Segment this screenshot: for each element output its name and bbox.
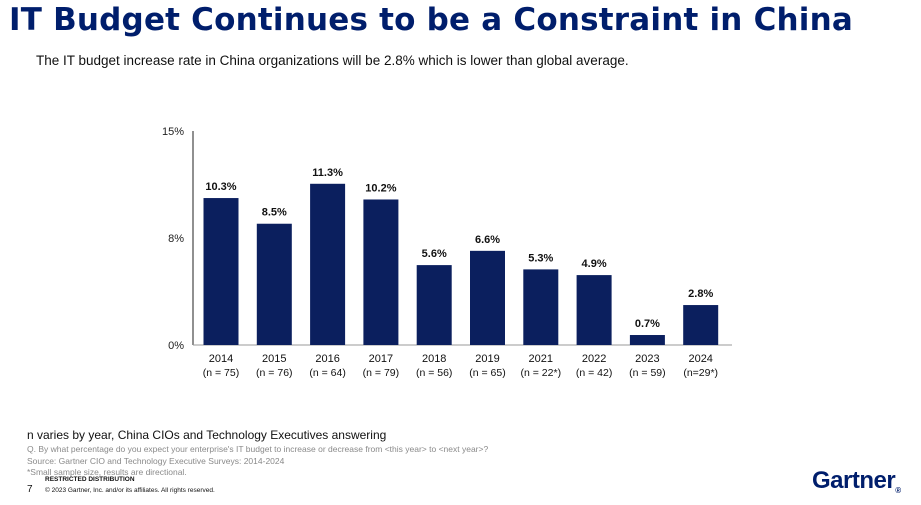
x-sample-size-label: (n = 76) bbox=[256, 367, 292, 379]
x-tick-label: 2016 bbox=[315, 353, 339, 365]
y-tick-label: 0% bbox=[168, 340, 184, 352]
x-sample-size-label: (n = 56) bbox=[416, 367, 452, 379]
copyright: © 2023 Gartner, Inc. and/or its affiliat… bbox=[45, 487, 215, 494]
x-tick-label: 2014 bbox=[209, 353, 233, 365]
x-tick-label: 2023 bbox=[635, 353, 659, 365]
page-subtitle: The IT budget increase rate in China org… bbox=[36, 53, 629, 68]
x-sample-size-label: (n = 22*) bbox=[521, 367, 562, 379]
bar bbox=[203, 198, 239, 345]
bar-value-label: 11.3% bbox=[312, 167, 343, 179]
x-sample-size-label: (n = 59) bbox=[629, 367, 665, 379]
logo-registered-mark: ® bbox=[895, 486, 901, 495]
x-sample-size-label: (n = 75) bbox=[203, 367, 239, 379]
bar-value-label: 0.7% bbox=[635, 318, 660, 330]
bar bbox=[683, 305, 719, 345]
bar bbox=[576, 275, 612, 345]
footnote-small-sample: *Small sample size, results are directio… bbox=[27, 467, 187, 477]
footnote-source: Source: Gartner CIO and Technology Execu… bbox=[27, 456, 285, 466]
footnote-main: n varies by year, China CIOs and Technol… bbox=[27, 428, 387, 442]
x-tick-label: 2018 bbox=[422, 353, 446, 365]
footnote-question: Q. By what percentage do you expect your… bbox=[27, 444, 489, 454]
x-sample-size-label: (n=29*) bbox=[683, 367, 718, 379]
y-tick-label: 15% bbox=[162, 126, 184, 138]
x-tick-label: 2021 bbox=[529, 353, 553, 365]
bar-value-label: 10.2% bbox=[365, 182, 396, 194]
logo-text: Gartner bbox=[812, 467, 896, 494]
bar bbox=[256, 223, 292, 345]
bar bbox=[416, 265, 452, 345]
x-tick-label: 2019 bbox=[475, 353, 499, 365]
bar-value-label: 8.5% bbox=[262, 207, 287, 219]
x-tick-label: 2022 bbox=[582, 353, 606, 365]
x-tick-label: 2017 bbox=[369, 353, 393, 365]
bar bbox=[310, 183, 346, 345]
x-sample-size-label: (n = 42) bbox=[576, 367, 612, 379]
x-tick-label: 2024 bbox=[688, 353, 712, 365]
bar-value-label: 5.6% bbox=[422, 248, 447, 260]
x-sample-size-label: (n = 65) bbox=[469, 367, 505, 379]
x-tick-label: 2015 bbox=[262, 353, 286, 365]
x-sample-size-label: (n = 79) bbox=[363, 367, 399, 379]
bar-value-label: 6.6% bbox=[475, 234, 500, 246]
gartner-logo: Gartner® bbox=[812, 467, 901, 495]
bar-value-label: 10.3% bbox=[205, 181, 236, 193]
page-number: 7 bbox=[27, 484, 33, 495]
y-tick-label: 8% bbox=[168, 233, 184, 245]
bar-value-label: 4.9% bbox=[582, 258, 607, 270]
bar-chart: 0% 8% 15% 10.3% 2014 (n = 75) 8.5% 2015 (n = 76)… bbox=[162, 126, 732, 379]
bar bbox=[363, 199, 399, 345]
bar-value-label: 5.3% bbox=[528, 252, 553, 264]
x-sample-size-label: (n = 64) bbox=[309, 367, 345, 379]
bar bbox=[629, 335, 665, 345]
page-title: IT Budget Continues to be a Constraint i… bbox=[9, 2, 854, 38]
bar bbox=[523, 269, 559, 345]
restricted-label: RESTRICTED DISTRIBUTION bbox=[45, 476, 135, 483]
bar bbox=[470, 250, 505, 345]
bar-value-label: 2.8% bbox=[688, 288, 713, 300]
